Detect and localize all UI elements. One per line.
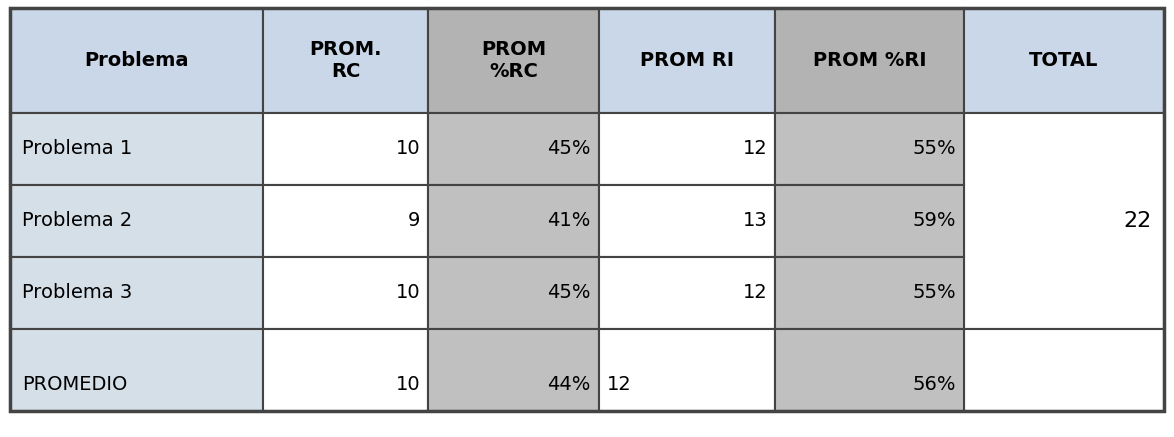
- Text: 9: 9: [407, 212, 420, 230]
- Bar: [964, 113, 1163, 329]
- Text: Problema: Problema: [85, 51, 189, 70]
- Text: PROMEDIO: PROMEDIO: [22, 375, 127, 395]
- Bar: [775, 329, 964, 411]
- Bar: [263, 185, 429, 257]
- Text: 12: 12: [607, 375, 632, 395]
- Bar: [11, 113, 263, 185]
- Text: Problema 2: Problema 2: [22, 212, 133, 230]
- Text: 10: 10: [396, 284, 420, 302]
- Text: PROM
%RC: PROM %RC: [481, 40, 546, 81]
- Text: 12: 12: [743, 139, 768, 159]
- Text: 10: 10: [396, 139, 420, 159]
- Text: 55%: 55%: [912, 139, 956, 159]
- Bar: [775, 113, 964, 185]
- Bar: [964, 329, 1163, 411]
- Text: 41%: 41%: [547, 212, 591, 230]
- Bar: [775, 185, 964, 257]
- Bar: [11, 257, 263, 329]
- Text: Problema 1: Problema 1: [22, 139, 133, 159]
- Text: 45%: 45%: [547, 139, 591, 159]
- Bar: [263, 8, 429, 113]
- Text: 10: 10: [396, 375, 420, 395]
- Bar: [429, 257, 599, 329]
- Bar: [429, 8, 599, 113]
- Bar: [11, 185, 263, 257]
- Bar: [263, 257, 429, 329]
- Bar: [599, 185, 775, 257]
- Text: TOTAL: TOTAL: [1030, 51, 1099, 70]
- Bar: [599, 329, 775, 411]
- Text: PROM.
RC: PROM. RC: [310, 40, 382, 81]
- Text: 55%: 55%: [912, 284, 956, 302]
- Text: 22: 22: [1124, 211, 1152, 231]
- Text: 56%: 56%: [912, 375, 956, 395]
- Text: Problema 3: Problema 3: [22, 284, 133, 302]
- Text: 59%: 59%: [912, 212, 956, 230]
- Bar: [11, 329, 263, 411]
- Bar: [775, 257, 964, 329]
- Text: 45%: 45%: [547, 284, 591, 302]
- Text: PROM RI: PROM RI: [640, 51, 734, 70]
- Bar: [775, 8, 964, 113]
- Bar: [599, 113, 775, 185]
- Bar: [263, 113, 429, 185]
- Text: 44%: 44%: [547, 375, 591, 395]
- Bar: [11, 8, 263, 113]
- Bar: [599, 257, 775, 329]
- Bar: [429, 329, 599, 411]
- Bar: [964, 8, 1163, 113]
- Text: PROM %RI: PROM %RI: [812, 51, 926, 70]
- Text: 13: 13: [743, 212, 768, 230]
- Text: 12: 12: [743, 284, 768, 302]
- Bar: [263, 329, 429, 411]
- Bar: [429, 113, 599, 185]
- Bar: [599, 8, 775, 113]
- Bar: [429, 185, 599, 257]
